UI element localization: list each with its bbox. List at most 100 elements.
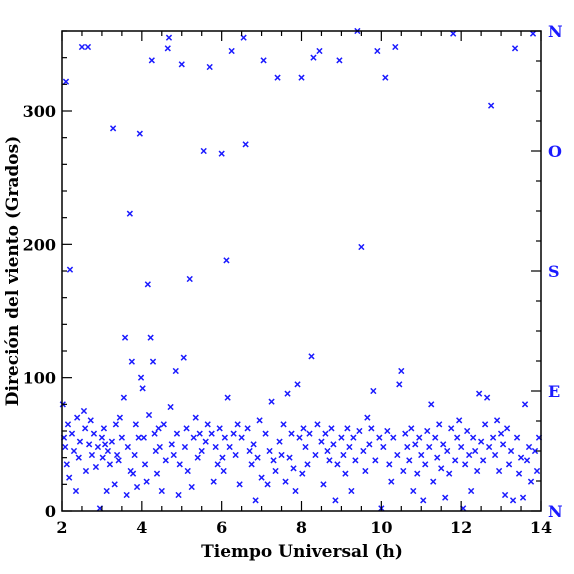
data-point [322,430,329,437]
data-point [135,434,142,441]
data-point [198,447,205,455]
data-point [270,457,277,464]
data-point [334,461,341,468]
data-point [330,441,337,448]
data-point [402,430,409,437]
data-point [312,451,319,459]
data-point [495,467,503,475]
data-point [266,447,273,455]
data-point [168,441,175,448]
data-point [384,427,391,435]
right-axis-label: S [548,262,560,281]
data-point [82,425,89,432]
data-point [121,334,129,341]
data-point [284,390,291,397]
data-point [282,478,289,485]
data-point [190,434,197,441]
data-point [497,430,505,437]
data-point [188,483,195,491]
data-point [236,481,243,488]
data-point [133,483,141,491]
data-point [103,487,110,495]
data-point [481,421,489,428]
data-point [434,454,441,461]
data-point [148,57,155,64]
data-point [362,467,369,475]
data-point [68,430,76,437]
data-point [268,398,275,405]
data-point [252,497,259,504]
data-point [276,438,283,445]
data-point [485,443,493,451]
x-tick-label: 8 [296,518,307,537]
data-point [477,438,485,445]
data-point [153,470,161,477]
data-point [515,470,523,477]
y-axis-ticks: 0 100 200 300 [23,30,72,521]
data-point [219,454,226,461]
data-point [158,487,165,495]
data-point [156,443,163,451]
data-point [310,54,317,61]
data-point [186,275,193,283]
data-point [286,454,293,461]
data-point [479,457,487,464]
right-axis-label: E [548,382,560,401]
data-point [226,443,233,451]
data-point [120,394,128,401]
data-point [63,461,70,468]
data-point [501,491,509,499]
data-point [342,470,349,477]
data-point [314,421,321,428]
data-point [328,425,335,432]
data-point [136,130,143,137]
data-point [101,441,109,448]
data-point [167,403,174,411]
data-point [115,457,122,464]
data-point [72,487,80,495]
data-point [181,443,189,451]
data-point [118,434,126,441]
data-point [426,443,433,451]
data-point [410,487,417,495]
data-point [352,457,359,464]
right-axis-label: N [548,22,563,41]
data-point [374,47,381,55]
data-point [505,461,513,468]
data-point [111,481,118,488]
data-point [234,421,241,428]
data-point [489,434,497,441]
data-point [318,438,325,445]
data-point [232,451,239,459]
data-point [221,434,228,441]
data-point [392,43,399,51]
data-point [76,438,84,445]
data-point [223,257,230,264]
data-point [100,425,108,432]
data-point [262,430,269,437]
data-point [274,74,281,81]
x-tick-label: 4 [136,518,147,537]
data-point [62,78,70,85]
data-point [507,447,515,455]
data-point [162,457,169,464]
data-point [178,61,185,68]
data-point [129,470,137,477]
data-point [531,447,539,455]
data-point [200,147,207,155]
data-point [254,454,261,461]
data-point [470,434,477,441]
data-point [386,461,393,468]
data-point [160,421,167,428]
data-point [292,487,299,495]
data-point [112,421,120,428]
x-axis-label: Tiempo Universal (h) [201,542,403,562]
data-point [499,441,507,448]
data-point [218,150,225,157]
data-point [350,434,357,441]
data-point [86,441,93,448]
data-point [346,443,353,451]
data-point [124,443,131,451]
